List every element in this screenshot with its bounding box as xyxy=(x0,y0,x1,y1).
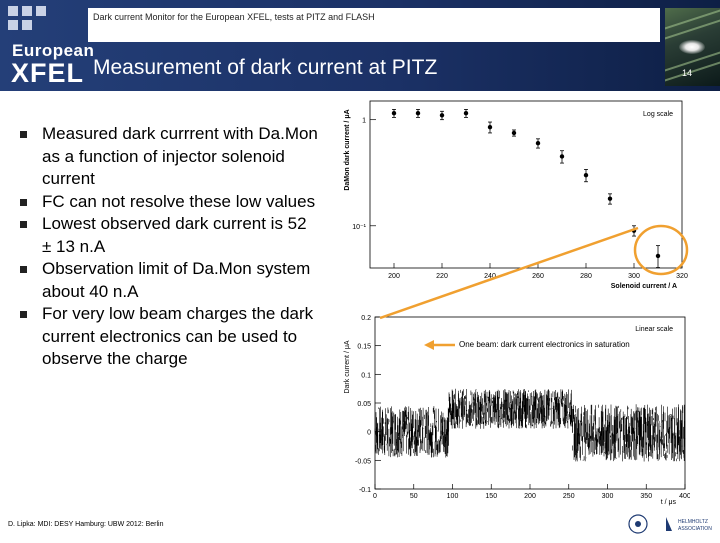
bullet-item: Lowest observed dark current is 52 ± 13 … xyxy=(20,213,320,258)
linear-y-tick-label: -0.05 xyxy=(355,458,371,465)
brand-european: European xyxy=(12,41,95,60)
log-y-tick-label: 1 xyxy=(362,118,366,125)
log-data-point xyxy=(487,124,493,130)
arrow-head-icon xyxy=(424,340,434,350)
helmholtz-logo-icon xyxy=(666,517,672,531)
linear-x-tick-label: 250 xyxy=(563,493,575,500)
log-x-tick-label: 280 xyxy=(580,273,592,280)
header-photo xyxy=(665,8,720,86)
slide-title: Measurement of dark current at PITZ xyxy=(93,56,438,79)
linear-x-tick-label: 0 xyxy=(373,493,377,500)
linear-x-tick-label: 400 xyxy=(679,493,690,500)
linear-chart-ylabel: Dark current / μA xyxy=(344,340,351,393)
linear-x-tick-label: 350 xyxy=(640,493,652,500)
log-x-tick-label: 240 xyxy=(484,273,496,280)
linear-scale-label: Linear scale xyxy=(635,326,673,333)
bullet-list: Measured dark currrent with Da.Mon as a … xyxy=(20,123,320,371)
log-data-point xyxy=(439,113,445,118)
log-scale-chart: 200 220 240 260 280 300 320 1 10⁻¹ Log scale So… xyxy=(335,96,690,296)
log-x-tick-label: 300 xyxy=(628,273,640,280)
bullet-square-icon xyxy=(20,131,27,138)
bullet-item: For very low beam charges the dark curre… xyxy=(20,303,320,371)
bullet-square-icon xyxy=(20,266,27,273)
log-data-point xyxy=(583,172,589,178)
bullet-text: FC can not resolve these low values xyxy=(42,191,316,211)
linear-y-tick-label: 0.15 xyxy=(357,344,371,351)
linear-x-tick-label: 150 xyxy=(485,493,497,500)
brand-xfel: XFEL xyxy=(11,58,85,88)
helmholtz-text-2: ASSOCIATION xyxy=(678,526,712,532)
desy-logo-icon xyxy=(628,514,648,534)
beam-glow-icon xyxy=(679,40,705,54)
bullet-square-icon xyxy=(20,198,27,206)
signal-segment-1 xyxy=(374,406,449,458)
bullet-item: FC can not resolve these low values xyxy=(20,191,320,214)
linear-x-tick-label: 100 xyxy=(447,493,459,500)
bullet-item: Observation limit of Da.Mon system about… xyxy=(20,258,320,303)
linear-y-tick-label: 0.2 xyxy=(361,315,371,322)
annotation-text: One beam: dark current electronics in sa… xyxy=(459,340,630,349)
log-data-point xyxy=(559,154,565,159)
bullet-square-icon xyxy=(20,221,27,228)
bullet-square-icon xyxy=(20,311,27,318)
bullet-text: For very low beam charges the dark curre… xyxy=(42,304,314,368)
bullet-text: Lowest observed dark current is 52 ± 13 … xyxy=(42,214,307,256)
log-chart-svg: 200 220 240 260 280 300 320 1 10⁻¹ Log scale So… xyxy=(344,100,688,290)
log-chart-xlabel: Solenoid current / A xyxy=(611,283,677,290)
log-data-point xyxy=(463,111,469,116)
log-data-point xyxy=(511,130,517,136)
linear-y-tick-label: -0.1 xyxy=(359,487,371,494)
log-data-point xyxy=(391,111,397,116)
linear-y-tick-label: 0.05 xyxy=(357,401,371,408)
log-data-point xyxy=(535,141,541,146)
bullet-item: Measured dark currrent with Da.Mon as a … xyxy=(20,123,320,191)
helmholtz-text-1: HELMHOLTZ xyxy=(678,519,708,525)
log-data-point xyxy=(655,253,661,259)
log-data-point xyxy=(607,196,613,201)
linear-x-tick-label: 300 xyxy=(602,493,614,500)
linear-x-tick-label: 50 xyxy=(410,493,418,500)
log-x-tick-label: 200 xyxy=(388,273,400,280)
linear-y-tick-label: 0.1 xyxy=(361,372,371,379)
bullet-text: Measured dark currrent with Da.Mon as a … xyxy=(42,124,318,188)
signal-segment-3 xyxy=(572,404,686,462)
footer-logos-svg: HELMHOLTZ ASSOCIATION xyxy=(628,514,712,534)
subtitle-strip xyxy=(88,8,660,42)
log-chart-ylabel: DaMon dark current / μA xyxy=(344,109,351,190)
page-number: 14 xyxy=(682,68,693,78)
log-x-tick-label: 260 xyxy=(532,273,544,280)
footer-logos: HELMHOLTZ ASSOCIATION xyxy=(626,510,720,543)
slide-subtitle: Dark current Monitor for the European XF… xyxy=(93,12,375,22)
bullet-text: Observation limit of Da.Mon system about… xyxy=(42,259,311,301)
linear-x-tick-label: 200 xyxy=(524,493,536,500)
log-scale-label: Log scale xyxy=(643,111,673,118)
log-y-tick-label: 10⁻¹ xyxy=(352,224,366,231)
pointer-line xyxy=(379,226,639,320)
log-x-tick-label: 220 xyxy=(436,273,448,280)
highlight-circle xyxy=(633,224,689,276)
log-data-point xyxy=(415,111,421,116)
footer-text: D. Lipka: MDI: DESY Hamburg: UBW 2012: B… xyxy=(8,521,164,528)
linear-y-tick-label: 0 xyxy=(367,430,371,437)
log-x-tick-label: 320 xyxy=(676,273,688,280)
linear-chart-xlabel: t / μs xyxy=(661,499,677,506)
